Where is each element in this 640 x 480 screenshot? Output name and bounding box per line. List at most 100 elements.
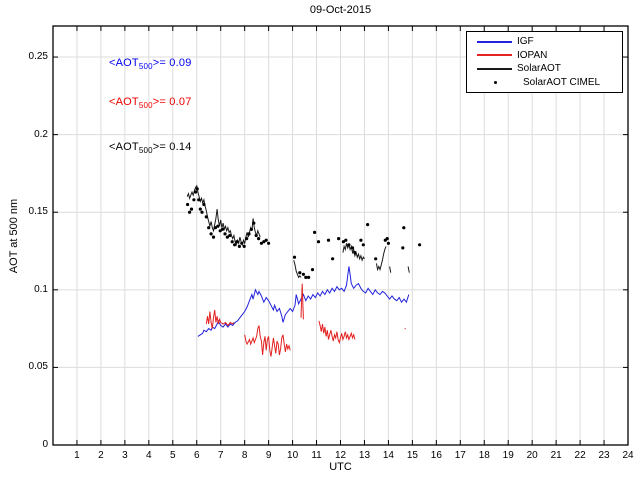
cimel-point [233,243,237,247]
x-tick-label: 10 [287,450,299,461]
cimel-point [304,275,308,279]
x-tick-label: 23 [598,450,610,461]
cimel-point [242,244,246,248]
annotation-text: >= 0.09 [152,57,192,69]
cimel-point [361,243,365,247]
annotation-subscript: 500 [138,62,153,72]
cimel-point [252,221,256,225]
cimel-point [418,243,422,247]
cimel-point [216,224,220,228]
annotation-text: >= 0.07 [152,96,192,108]
cimel-point [211,235,216,239]
cimel-point [264,238,268,242]
cimel-point [366,223,370,227]
x-tick-label: 15 [406,450,418,461]
cimel-point [385,237,389,241]
cimel-point [197,198,201,202]
legend-label: IOPAN [517,49,548,61]
cimel-point [221,227,225,231]
series-iopan [205,309,235,329]
mean-annotation-igf: <AOT500>= 0.09 [109,57,192,71]
cimel-point [326,238,331,242]
cimel-point [347,243,351,247]
series-solaraot [407,266,410,273]
y-tick-label: 0 [42,439,48,450]
cimel-point [331,257,335,261]
x-tick-label: 6 [193,450,200,461]
cimel-point [240,241,244,245]
cimel-point [218,229,222,233]
cimel-point [237,244,241,248]
x-axis-label: UTC [329,461,352,473]
series-iopan [318,320,356,345]
cimel-point [359,238,363,242]
cimel-point [316,240,321,244]
cimel-point [353,251,357,255]
cimel-point [259,241,263,245]
series-iopan [244,325,291,357]
annotation-text: >= 0.14 [152,141,192,153]
x-tick-label: 19 [502,450,514,461]
series-solaraot [186,184,261,247]
cimel-point [374,257,378,261]
chart-title: 09-Oct-2015 [309,4,372,16]
cimel-point [344,238,348,242]
y-tick-label: 0.25 [28,51,48,63]
annotation-text: <AOT [109,96,139,108]
y-tick-label: 0.15 [28,206,48,218]
cimel-point [202,202,206,207]
legend-label: SolarAOT [517,63,561,75]
x-tick-label: 17 [454,450,466,461]
series-igf [197,266,410,337]
cimel-point [225,235,229,239]
x-tick-label: 18 [478,450,490,461]
cimel-point [401,246,405,250]
annotation-text: <AOT [109,57,139,69]
x-tick-label: 21 [550,450,562,461]
cimel-point [223,232,227,236]
x-tick-label: 11 [311,450,322,461]
cimel-point [204,215,208,219]
cimel-point [310,268,315,272]
cimel-point [301,272,305,276]
x-tick-label: 24 [622,450,634,461]
series-solaraot [375,246,387,272]
legend: IGF IOPAN SolarAOT SolarAOT CIMEL [466,31,623,93]
legend-label: IGF [517,36,534,48]
cimel-dot-marker-icon [494,80,497,84]
series-solaraot [342,243,365,262]
cimel-point [228,233,232,238]
cimel-point [337,237,341,241]
mean-annotation-iopan: <AOT500>= 0.07 [109,96,192,110]
axes-frame [52,25,629,446]
cimel-point [313,230,317,234]
cimel-point [207,226,211,230]
x-tick-label: 9 [265,450,272,461]
cimel-point [257,237,261,241]
cimel-point [307,275,311,279]
annotation-subscript: 500 [138,146,153,156]
x-tick-label: 12 [334,450,347,461]
x-tick-label: 2 [98,450,104,461]
x-tick-label: 16 [430,450,442,461]
cimel-point [188,210,192,214]
cimel-point [200,210,204,214]
cimel-point [186,202,190,207]
cimel-point [292,255,297,259]
x-tick-label: 8 [241,450,248,461]
solaraot-line-swatch [477,67,512,70]
series-iopan [300,283,304,320]
mean-annotation-solaraot: <AOT500>= 0.14 [109,141,192,155]
cimel-point [402,226,406,230]
x-tick-label: 5 [170,450,176,461]
x-tick-label: 4 [146,450,152,461]
x-tick-label: 14 [382,450,394,461]
cimel-point [249,227,253,231]
y-tick-label: 0.2 [34,128,48,140]
cimel-point [386,241,390,245]
x-tick-label: 3 [122,450,128,461]
x-tick-label: 20 [526,450,538,461]
cimel-point [195,187,199,191]
y-tick-label: 0.1 [34,283,48,295]
